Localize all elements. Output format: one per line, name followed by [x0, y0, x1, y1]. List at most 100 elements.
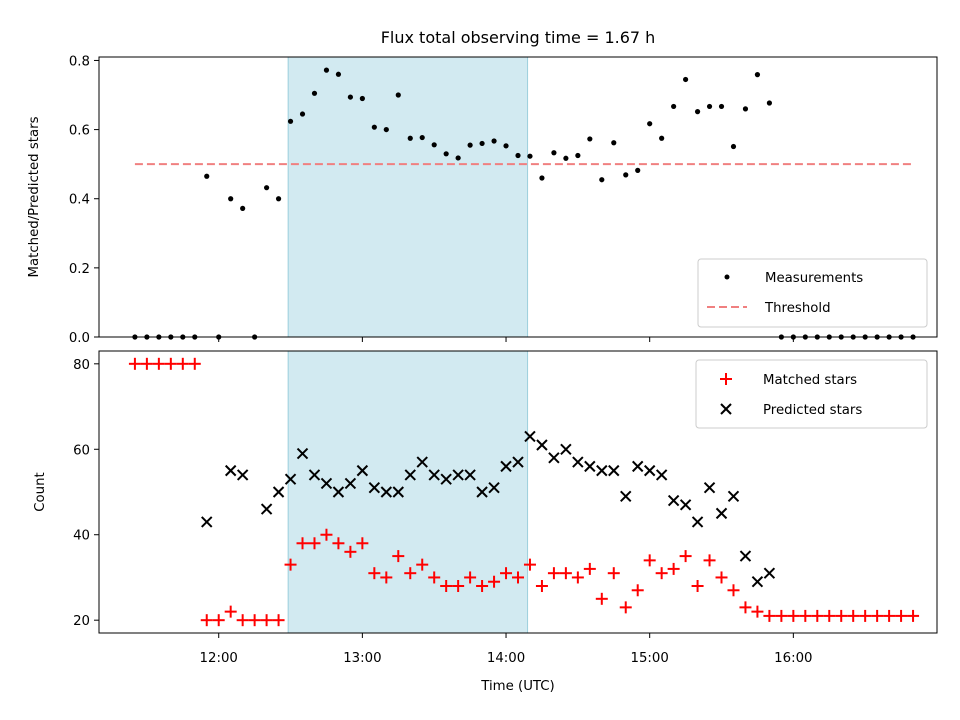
matched-stars-point [835, 609, 848, 622]
measurement-point [635, 167, 641, 173]
measurement-point [694, 109, 701, 115]
predicted-stars-point [632, 460, 644, 473]
predicted-stars-point [620, 490, 632, 502]
predicted-stars-point [260, 503, 273, 515]
matched-stars-point [907, 609, 920, 622]
y-tick-label: 80 [73, 358, 90, 373]
count-legend: Matched stars Predicted stars [695, 359, 928, 429]
predicted-stars-point [392, 486, 404, 498]
matched-stars-point [368, 567, 381, 580]
matched-stars-point [140, 357, 153, 370]
matched-stars-point [631, 584, 644, 597]
matched-stars-point [619, 601, 632, 614]
measurement-point [742, 106, 749, 112]
measurement-point [718, 103, 725, 110]
matched-stars-point [787, 609, 800, 622]
predicted-stars-point [464, 469, 476, 481]
y-axis-label-count: Count [33, 472, 48, 512]
predicted-stars-point [236, 469, 249, 481]
observing-window-band [287, 56, 529, 338]
x-tick-label: 13:00 [343, 651, 381, 666]
matched-stars-point [799, 609, 812, 622]
matched-stars-point [607, 567, 620, 580]
matched-stars-point [811, 609, 824, 622]
observing-window-shade [287, 350, 529, 634]
predicted-stars-point [452, 469, 464, 481]
matched-stars-point [512, 571, 524, 584]
measurement-point [754, 72, 761, 78]
measurement-point [395, 92, 401, 98]
y-tick-label: 0.0 [69, 331, 90, 346]
predicted-stars-point [416, 456, 428, 468]
predicted-stars-point [655, 469, 668, 481]
predicted-stars-point [296, 447, 309, 460]
measurement-point [359, 95, 365, 102]
measurement-point [766, 100, 773, 106]
matched-stars-point [583, 562, 596, 575]
predicted-stars-point [332, 486, 345, 498]
y-tick-label: 0.2 [69, 262, 90, 277]
measurement-point [407, 135, 413, 141]
predicted-stars-point [272, 486, 285, 498]
ratio-axes: 0.0 0.2 0.4 0.6 0.8 [69, 54, 938, 346]
count-axes: 20 40 60 80 12:00 13:00 14:00 15:00 16:00 [73, 350, 938, 666]
predicted-stars-point [751, 576, 764, 588]
matched-stars-point [404, 567, 417, 580]
matched-stars-point [595, 592, 608, 605]
matched-stars-point [380, 571, 393, 584]
measurement-point [491, 138, 497, 144]
predicted-stars-point [512, 456, 524, 468]
measurement-point [527, 153, 533, 159]
predicted-stars-point [224, 464, 237, 477]
measurement-point [240, 205, 246, 212]
matched-stars-point [320, 528, 333, 541]
matched-stars-point [452, 580, 465, 592]
measurement-point [383, 126, 389, 133]
matched-stars-point [883, 609, 896, 622]
measurement-point [706, 103, 713, 110]
y-axis-label-ratio: Matched/Predicted stars [27, 116, 42, 277]
measurement-point [647, 121, 653, 127]
matched-stars-point [847, 609, 860, 622]
matched-stars-point [152, 357, 165, 370]
predicted-stars-point [608, 464, 620, 477]
legend-label-predicted: Predicted stars [763, 403, 862, 418]
axes-frame [98, 56, 938, 338]
measurement-point [671, 103, 677, 110]
predicted-stars-point [380, 486, 393, 498]
measurement-point [299, 111, 306, 117]
matched-stars-point [679, 550, 692, 563]
matched-stars-point [416, 558, 429, 571]
measurement-point [599, 177, 605, 183]
predicted-stars-point [284, 473, 297, 485]
count-marks [128, 357, 920, 627]
measurement-point [311, 90, 318, 96]
matched-stars-point [895, 609, 908, 622]
matched-stars-point [571, 571, 584, 584]
predicted-stars-point [201, 516, 213, 528]
predicted-stars-point [715, 507, 728, 520]
predicted-stars-point [763, 567, 776, 579]
matched-stars-point [188, 357, 201, 370]
measurement-point [228, 196, 234, 202]
matched-stars-point [440, 580, 453, 592]
predicted-stars-point [739, 550, 752, 562]
x-axis-label: Time (UTC) [480, 679, 555, 694]
matched-stars-point [751, 605, 764, 618]
matched-stars-point [476, 580, 489, 592]
matched-stars-point [535, 580, 548, 592]
matched-stars-point [308, 537, 321, 550]
measurement-point [443, 151, 449, 157]
x-tick-label: 16:00 [774, 651, 812, 666]
measurement-point [323, 67, 330, 73]
matched-stars-point [356, 537, 369, 550]
legend-marker-measurements [724, 274, 730, 280]
y-tick-label: 60 [73, 443, 90, 458]
measurement-point [551, 150, 557, 156]
matched-stars-point [727, 584, 740, 597]
matched-stars-point [715, 571, 728, 584]
predicted-stars-point [344, 477, 357, 490]
predicted-stars-point [428, 469, 440, 481]
legend-label-matched: Matched stars [763, 373, 857, 388]
observing-window-shade [287, 56, 529, 338]
